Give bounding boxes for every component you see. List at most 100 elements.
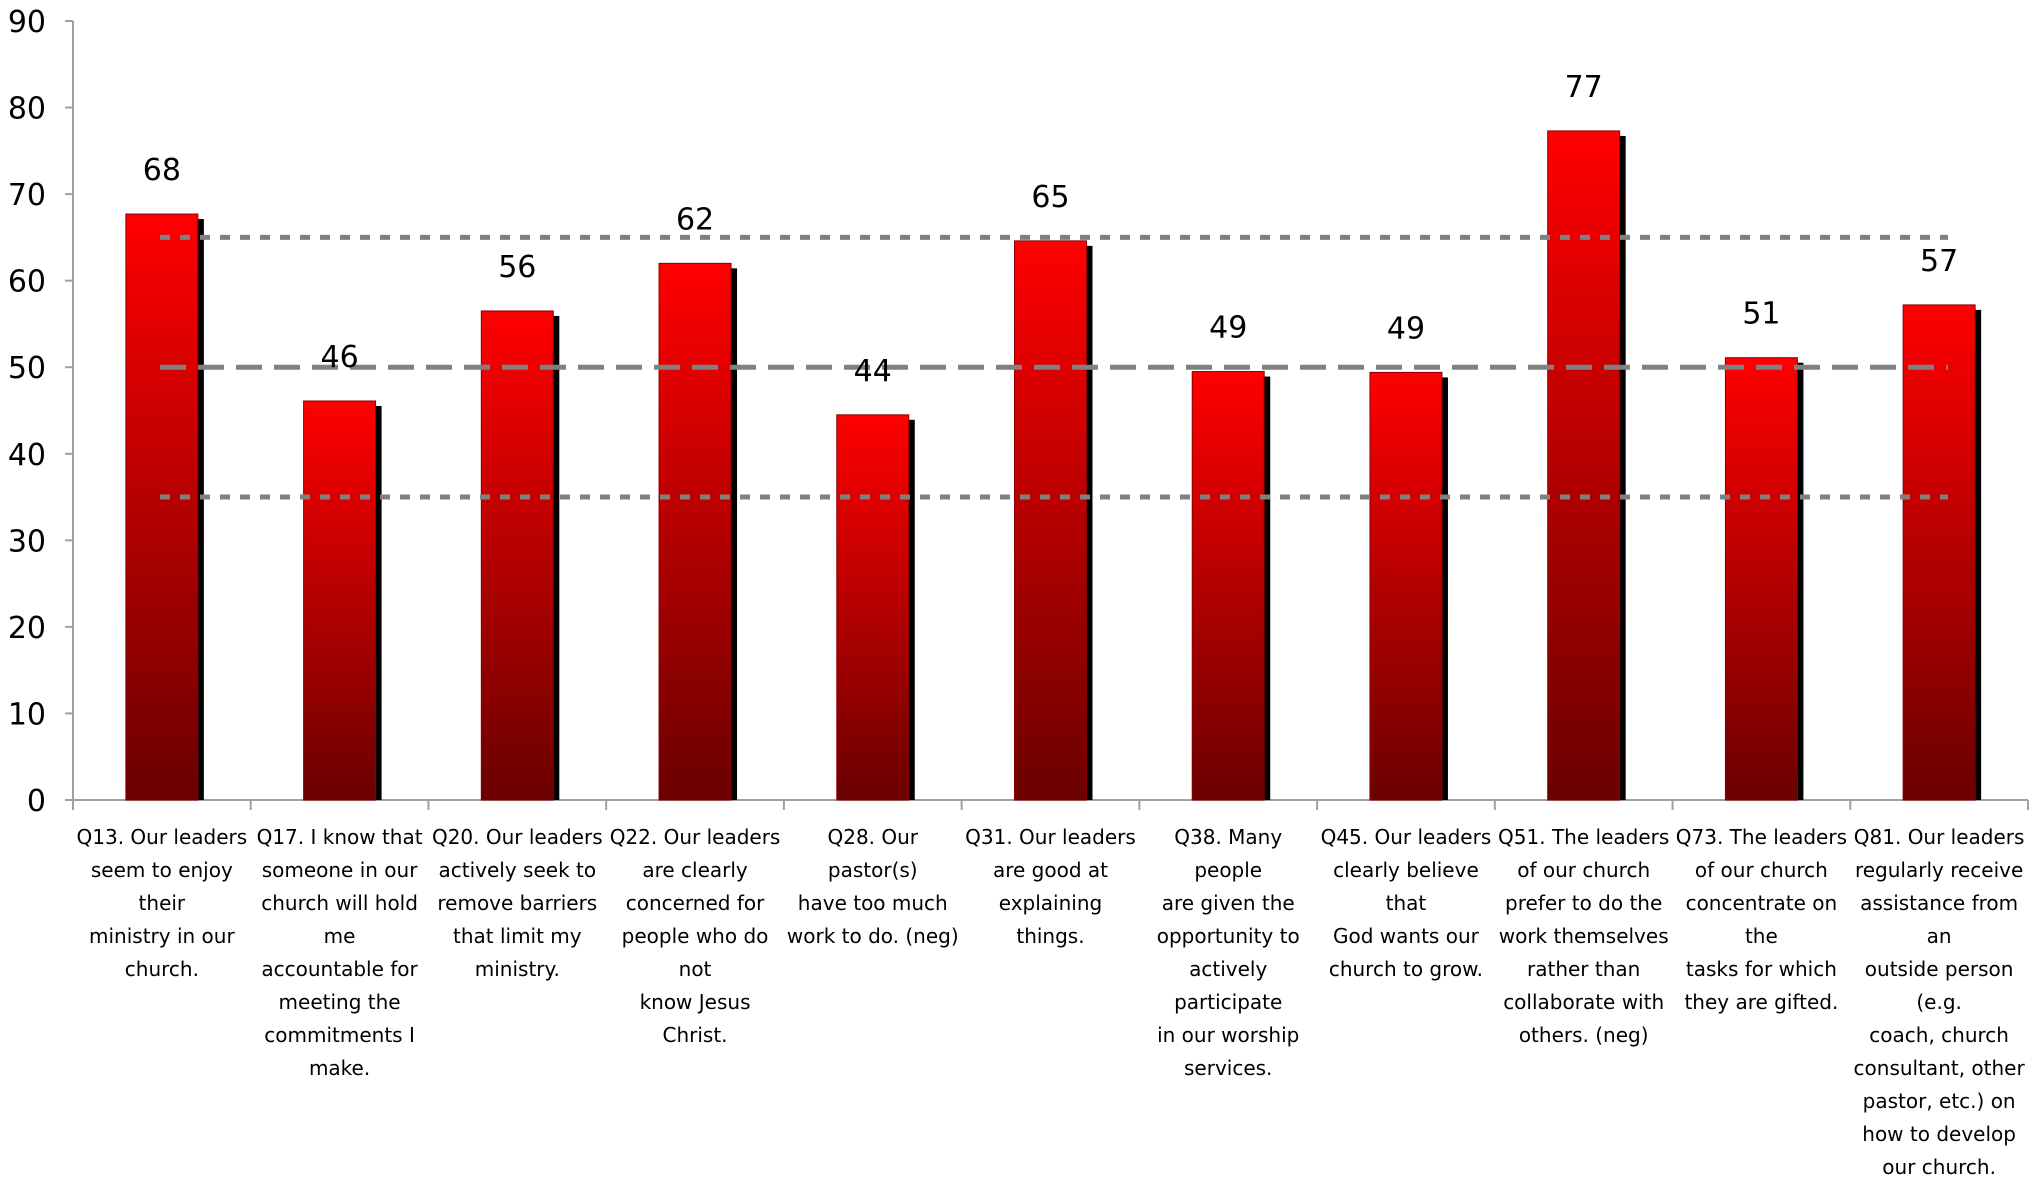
bar — [658, 262, 732, 801]
x-category-label-line: consultant, other — [1853, 1056, 2025, 1080]
y-tick-label: 70 — [8, 178, 46, 213]
x-category-label: Q38. Many people are given the opportunity… — [1139, 821, 1317, 1085]
x-category-label-line: Q31. Our leaders — [965, 825, 1136, 849]
y-tick-label: 10 — [8, 697, 46, 732]
x-category-label-line: of our church — [1694, 858, 1828, 882]
x-category-label-line: tasks for which — [1685, 957, 1837, 981]
bar — [836, 414, 910, 801]
x-category-label-line: how to develop — [1862, 1122, 2016, 1146]
x-category-label: Q20. Our leaders actively seek to remove b… — [428, 821, 606, 986]
x-category-label-line: Q17. I know that — [256, 825, 423, 849]
reference-lines — [160, 234, 1948, 500]
y-tick-label: 50 — [8, 351, 46, 386]
x-category-label-line: our church. — [1882, 1155, 1996, 1179]
x-category-label-line: Q51. The leaders — [1498, 825, 1670, 849]
x-category-label-line: God wants our — [1333, 924, 1479, 948]
x-category-label-line: people who do not — [621, 924, 769, 981]
x-category-label-line: Q13. Our leaders — [76, 825, 248, 849]
x-category-label-line: actively participate — [1174, 957, 1283, 1014]
y-tick-label: 0 — [27, 784, 46, 819]
data-label: 56 — [498, 250, 536, 285]
x-category-label: Q73. The leaders of our church concentrate… — [1673, 821, 1851, 1019]
y-tick-label: 60 — [8, 265, 46, 300]
bar — [1369, 371, 1443, 801]
x-axis — [72, 799, 2029, 810]
x-category-label-line: concentrate on the — [1685, 891, 1838, 948]
x-category-label-line: remove barriers — [437, 891, 598, 915]
data-label: 49 — [1209, 311, 1247, 346]
x-category-label-line: Q38. Many people — [1174, 825, 1283, 882]
y-tick-label: 30 — [8, 524, 46, 559]
x-category-label-line: they are gifted. — [1684, 990, 1839, 1014]
x-category-label-line: commitments I — [264, 1023, 415, 1047]
x-category-label-line: that limit my — [452, 924, 582, 948]
bar — [303, 400, 377, 801]
x-category-label: Q22. Our leaders are clearly concerned for… — [606, 821, 784, 1052]
x-category-label-line: Q73. The leaders — [1675, 825, 1847, 849]
bar — [1014, 240, 1087, 801]
x-category-label: Q45. Our leaders clearly believe that God … — [1317, 821, 1495, 986]
data-label: 46 — [320, 340, 358, 375]
x-category-label-line: Q45. Our leaders — [1320, 825, 1492, 849]
data-label: 77 — [1565, 70, 1603, 105]
bar — [480, 310, 554, 801]
x-category-label-line: others. (neg) — [1518, 1023, 1649, 1047]
x-category-label: Q17. I know that someone in our church wil… — [251, 821, 429, 1085]
x-category-label-line: work to do. (neg) — [786, 924, 959, 948]
x-category-label-line: Q22. Our leaders — [609, 825, 781, 849]
x-category-label-line: Q81. Our leaders — [1853, 825, 2025, 849]
x-category-label-line: of our church — [1517, 858, 1651, 882]
x-category-label: Q51. The leaders of our church prefer to d… — [1495, 821, 1673, 1052]
x-category-label: Q13. Our leaders seem to enjoy their minis… — [73, 821, 251, 986]
x-category-label-line: coach, church — [1869, 1023, 2009, 1047]
y-axis: 0 10 20 30 40 50 60 70 80 90 — [8, 5, 74, 819]
x-category-label-line: are clearly — [642, 858, 748, 882]
data-label: 62 — [676, 202, 714, 237]
x-category-label-line: know Jesus Christ. — [639, 990, 751, 1047]
x-category-label-line: assistance from an — [1860, 891, 2019, 948]
x-category-label-line: rather than — [1527, 957, 1641, 981]
x-category-label-line: Q28. Our pastor(s) — [827, 825, 919, 882]
x-category-label-line: have too much — [797, 891, 948, 915]
x-category-label-line: are good at — [992, 858, 1108, 882]
x-category-label-line: make. — [308, 1056, 371, 1080]
x-category-label-line: collaborate with — [1503, 990, 1665, 1014]
bar — [1724, 357, 1798, 801]
x-category-label-line: church to grow. — [1328, 957, 1484, 981]
bars — [125, 130, 1982, 801]
x-category-label-line: ministry. — [474, 957, 560, 981]
x-category-label-line: prefer to do the — [1505, 891, 1663, 915]
x-category-label-line: church. — [124, 957, 199, 981]
y-tick-label: 90 — [8, 5, 46, 40]
data-label: 68 — [143, 153, 181, 188]
x-category-label-line: actively seek to — [438, 858, 597, 882]
x-category-label-line: clearly believe that — [1333, 858, 1479, 915]
x-category-label-line: accountable for — [261, 957, 418, 981]
data-label: 44 — [854, 354, 892, 389]
y-tick-label: 20 — [8, 611, 46, 646]
bar — [1902, 304, 1976, 801]
x-category-label-line: Q20. Our leaders — [431, 825, 603, 849]
y-tick-label: 40 — [8, 438, 46, 473]
x-category-label-line: pastor, etc.) on — [1862, 1089, 2016, 1113]
x-category-label-line: explaining things. — [998, 891, 1103, 948]
x-category-label-line: concerned for — [625, 891, 765, 915]
x-category-label-line: church will hold me — [261, 891, 418, 948]
x-category-label-line: meeting the — [278, 990, 401, 1014]
data-label: 65 — [1031, 180, 1069, 215]
bar — [1191, 371, 1265, 801]
x-category-label-line: work themselves — [1498, 924, 1669, 948]
x-category-label-line: regularly receive — [1854, 858, 2024, 882]
bar — [125, 213, 199, 801]
x-category-label-line: someone in our — [261, 858, 418, 882]
x-category-label-line: services. — [1184, 1056, 1273, 1080]
data-label: 51 — [1742, 297, 1780, 332]
x-category-label-line: seem to enjoy their — [90, 858, 233, 915]
y-tick-label: 80 — [8, 92, 46, 127]
bar — [1547, 130, 1621, 801]
x-category-label-line: outside person (e.g. — [1864, 957, 2014, 1014]
data-label: 49 — [1387, 311, 1425, 346]
value-labels: 68 46 56 62 44 65 49 49 77 51 57 — [143, 70, 1958, 389]
x-category-label-line: opportunity to — [1156, 924, 1300, 948]
x-category-label: Q28. Our pastor(s) have too much work to d… — [784, 821, 962, 953]
